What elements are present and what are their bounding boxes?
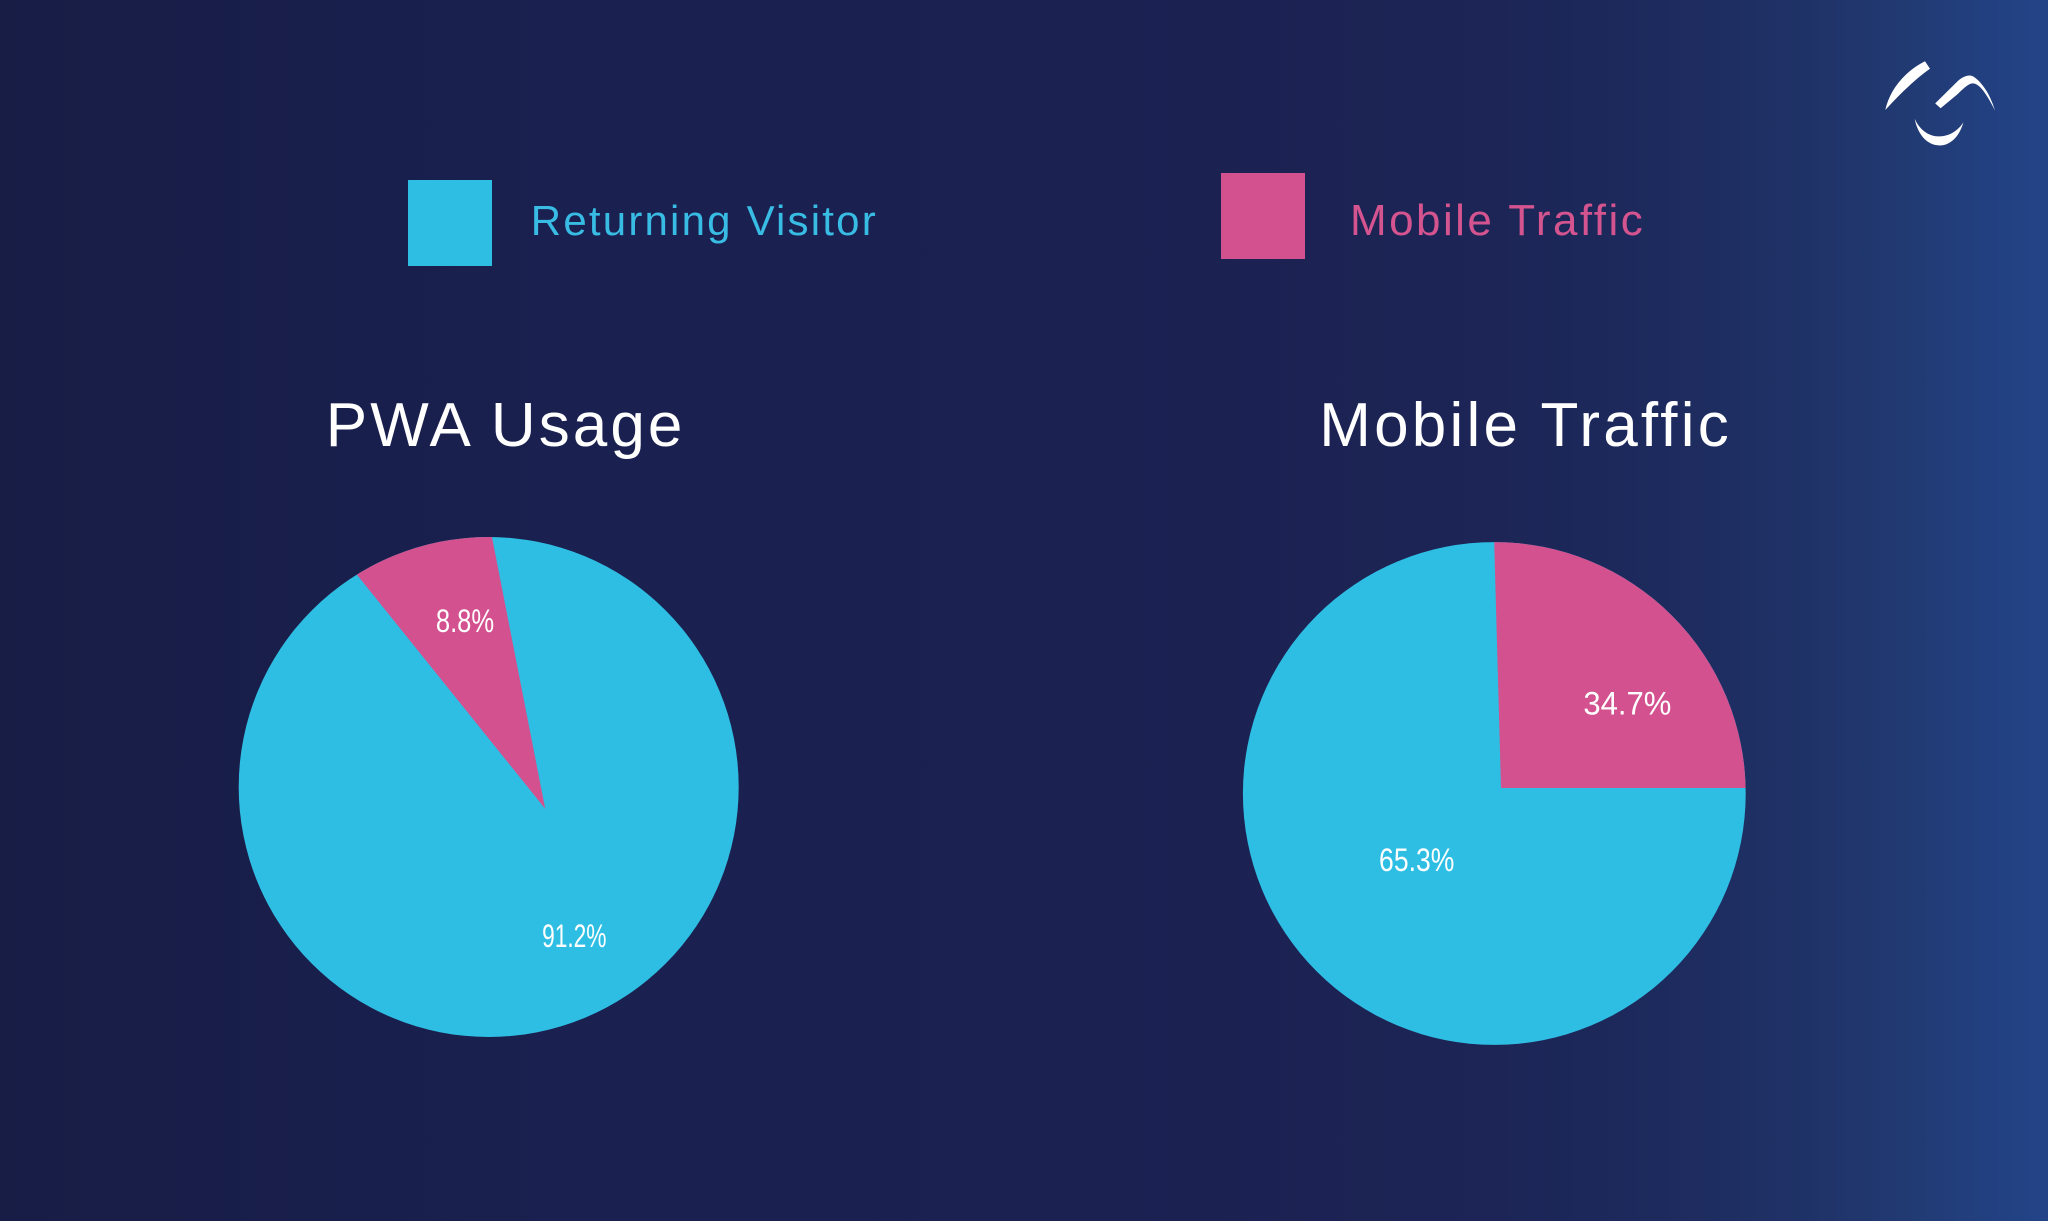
svg-text:34.7%: 34.7% — [1583, 685, 1671, 722]
svg-text:65.3%: 65.3% — [1379, 843, 1454, 879]
svg-text:Returning Visitor: Returning Visitor — [531, 197, 878, 244]
svg-text:Mobile Traffic: Mobile Traffic — [1350, 196, 1645, 245]
svg-text:PWA Usage: PWA Usage — [326, 391, 686, 460]
svg-text:8.8%: 8.8% — [436, 604, 494, 639]
svg-text:91.2%: 91.2% — [542, 918, 606, 954]
svg-text:Mobile Traffic: Mobile Traffic — [1319, 391, 1732, 460]
